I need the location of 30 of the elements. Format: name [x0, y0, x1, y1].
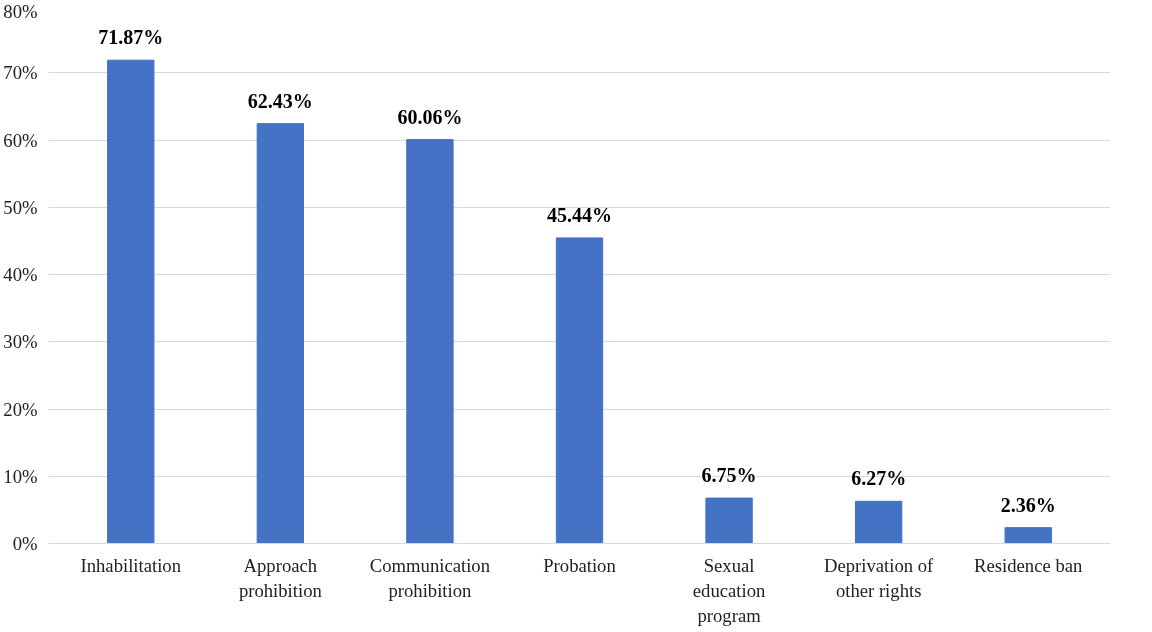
- y-tick-label: 10%: [3, 465, 38, 487]
- data-label: 6.27%: [851, 467, 907, 490]
- bar: [1004, 527, 1052, 544]
- bar: [555, 237, 604, 544]
- bar: [705, 497, 753, 544]
- y-tick-label: 30%: [3, 331, 38, 353]
- data-label: 45.44%: [547, 203, 612, 226]
- bar: [406, 139, 454, 544]
- data-label: 71.87%: [98, 26, 164, 49]
- data-label: 2.36%: [1000, 493, 1056, 516]
- y-tick-label: 40%: [3, 264, 38, 285]
- x-tick-label: Deprivation of other rights: [824, 554, 935, 601]
- data-label: 60.06%: [397, 105, 463, 128]
- x-tick-label: Inhabilitation: [80, 554, 182, 576]
- data-label: 6.75%: [701, 464, 757, 487]
- x-tick-label: Probation: [543, 554, 617, 576]
- y-tick-label: 80%: [3, 0, 38, 22]
- x-tick-label: Communication prohibition: [369, 554, 491, 601]
- bar: [854, 500, 903, 544]
- x-tick-label: Sexual education program: [692, 554, 767, 626]
- y-tick-label: 70%: [3, 62, 38, 84]
- data-label: 62.43%: [247, 89, 313, 112]
- bar: [107, 59, 155, 544]
- x-tick-label: Residence ban: [974, 554, 1084, 576]
- bar: [256, 123, 305, 544]
- y-tick-label: 60%: [3, 129, 38, 151]
- y-tick-label: 0%: [12, 533, 38, 554]
- x-tick-label: Approach prohibition: [238, 554, 323, 601]
- y-tick-label: 50%: [3, 196, 38, 218]
- y-tick-label: 20%: [3, 398, 38, 420]
